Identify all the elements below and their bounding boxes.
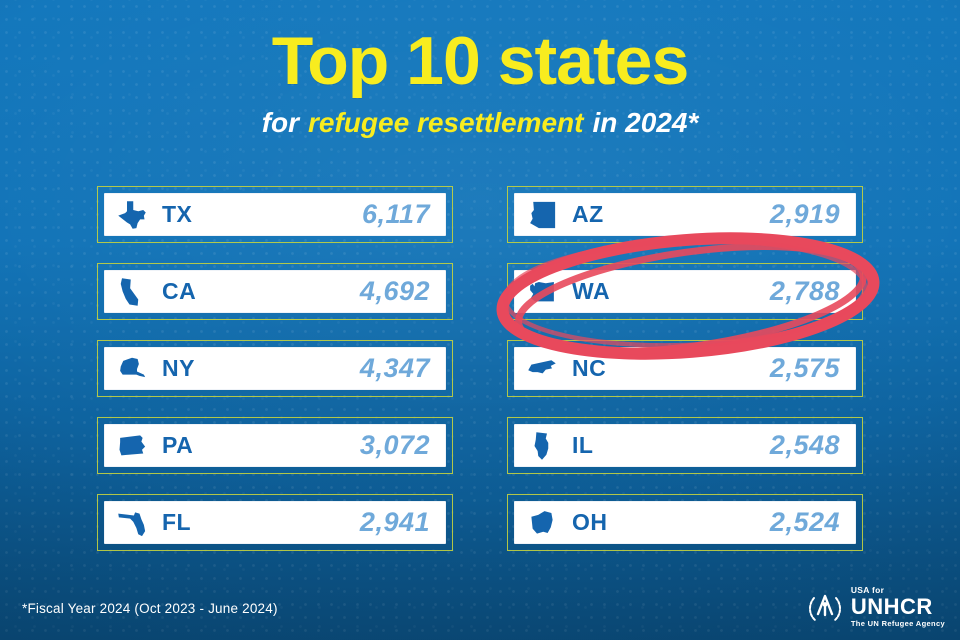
state-abbr: OH xyxy=(572,509,608,535)
state-cards-grid: TX 6,117 CA 4,692 NY 4,347 PA 3,072 xyxy=(97,186,863,551)
state-value: 2,575 xyxy=(769,353,840,383)
state-card-ca: CA 4,692 xyxy=(97,263,453,320)
california-state-icon xyxy=(117,277,147,307)
logo-tagline-text: The UN Refugee Agency xyxy=(850,618,945,628)
state-value: 2,548 xyxy=(769,430,840,460)
state-card-az: AZ 2,919 xyxy=(507,186,863,243)
state-value: 2,919 xyxy=(769,199,840,229)
arizona-state-icon xyxy=(527,200,557,230)
state-abbr: FL xyxy=(162,509,192,535)
pennsylvania-state-icon xyxy=(117,431,147,461)
florida-state-icon xyxy=(117,508,147,538)
logo-unhcr-text: UNHCR xyxy=(850,593,933,619)
state-value: 2,941 xyxy=(359,507,430,537)
north-carolina-state-icon xyxy=(527,354,557,384)
subtitle-prefix: for xyxy=(261,107,300,139)
state-abbr: WA xyxy=(572,278,611,304)
logo-usa-for-text: USA for xyxy=(850,585,885,595)
state-abbr: TX xyxy=(162,201,193,227)
state-card-pa: PA 3,072 xyxy=(97,417,453,474)
state-card-ny: NY 4,347 xyxy=(97,340,453,397)
state-abbr: CA xyxy=(162,278,197,304)
state-card-wa: WA 2,788 xyxy=(507,263,863,320)
texas-state-icon xyxy=(117,200,147,230)
state-abbr: NC xyxy=(572,355,607,381)
ohio-state-icon xyxy=(527,508,557,538)
page-title: Top 10 states xyxy=(271,23,690,99)
state-card-oh: OH 2,524 xyxy=(507,494,863,551)
state-abbr: PA xyxy=(162,432,194,458)
washington-state-icon xyxy=(527,277,557,307)
state-value: 2,524 xyxy=(769,507,840,537)
illinois-state-icon xyxy=(527,431,557,461)
state-abbr: IL xyxy=(572,432,594,458)
state-card-fl: FL 2,941 xyxy=(97,494,453,551)
new-york-state-icon xyxy=(117,354,147,384)
state-value: 3,072 xyxy=(359,430,430,460)
fiscal-year-footnote: *Fiscal Year 2024 (Oct 2023 - June 2024) xyxy=(22,601,278,616)
subtitle-suffix: in 2024* xyxy=(592,107,699,139)
state-abbr: NY xyxy=(162,355,195,381)
header: Top 10 states for refugee resettlement i… xyxy=(0,23,960,139)
state-card-nc: NC 2,575 xyxy=(507,340,863,397)
page-subtitle: for refugee resettlement in 2024* xyxy=(0,107,960,139)
unhcr-emblem-icon xyxy=(805,587,845,627)
state-abbr: AZ xyxy=(572,201,604,227)
state-card-il: IL 2,548 xyxy=(507,417,863,474)
state-card-tx: TX 6,117 xyxy=(97,186,453,243)
state-value: 2,788 xyxy=(769,276,840,306)
subtitle-highlight: refugee resettlement xyxy=(308,107,584,139)
state-value: 6,117 xyxy=(361,199,430,229)
state-value: 4,692 xyxy=(359,276,430,306)
state-value: 4,347 xyxy=(359,353,430,383)
unhcr-logo: USA for UNHCR The UN Refugee Agency xyxy=(805,586,945,627)
